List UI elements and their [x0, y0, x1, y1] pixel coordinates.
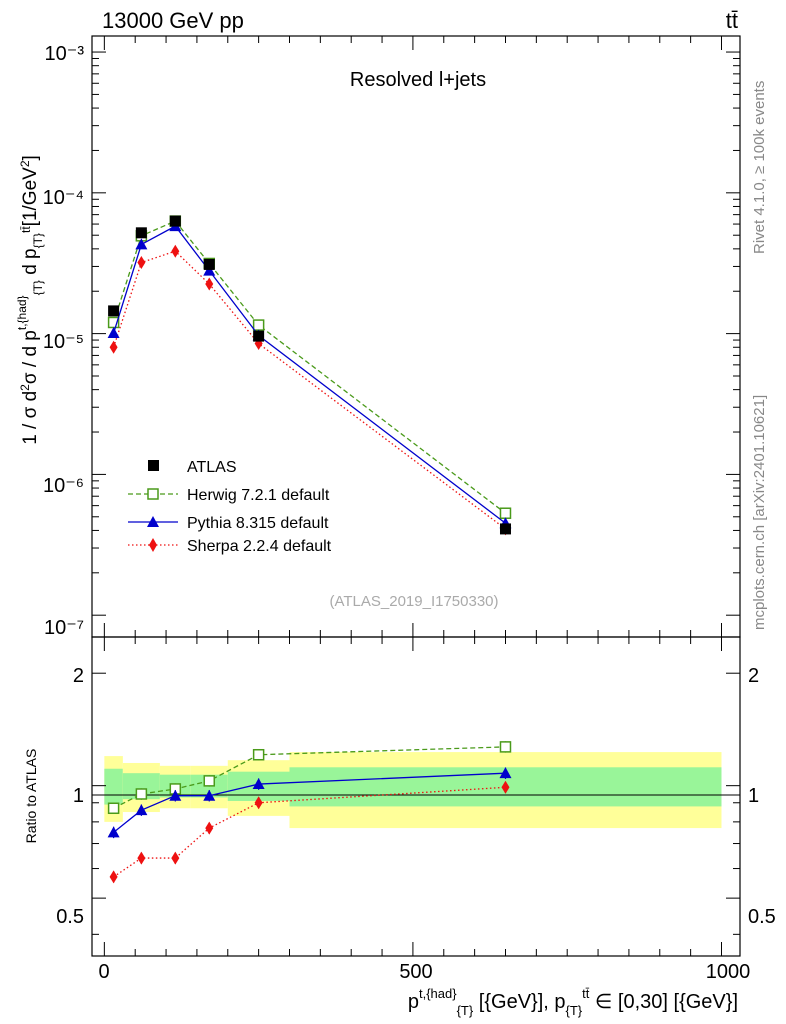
main-ytick-1e-4: 10⁻⁴	[43, 187, 84, 209]
main-point-atlas	[108, 305, 120, 317]
main-ytick-1e-6: 10⁻⁶	[43, 475, 84, 497]
legend-marker-pythia	[147, 516, 159, 527]
main-point-pythia	[135, 238, 148, 250]
legend-label-pythia: Pythia 8.315 default	[187, 515, 329, 532]
ratio-point-herwig	[135, 788, 148, 800]
ratio-point-pythia	[203, 789, 216, 801]
ratio-point-herwig	[252, 748, 265, 761]
xtick-500: 500	[399, 961, 432, 983]
main-ylabel: 1 / σ d2σ / d pt,{had}{T} d p{T}tt̄[1/Ge…	[15, 155, 45, 445]
main-series	[107, 215, 512, 536]
ratio-ytick-1-right: 1	[748, 785, 759, 807]
ratio-line-sherpa	[113, 786, 506, 878]
plot-title: Resolved l+jets	[350, 69, 486, 91]
main-ytick-1e-3: 10⁻³	[45, 43, 85, 65]
main-point-atlas	[169, 215, 181, 227]
ratio-point-pythia	[169, 789, 182, 801]
legend-marker-atlas	[148, 460, 159, 471]
main-point-sherpa	[137, 255, 146, 269]
ratio-ticks	[92, 637, 740, 956]
main-point-herwig	[252, 319, 265, 331]
ratio-ytick-05-left: 0.5	[56, 906, 84, 928]
ratio-band-stat	[104, 768, 123, 805]
ratio-ytick-05-right: 0.5	[748, 906, 776, 928]
xtick-0: 0	[98, 961, 109, 983]
ratio-point-herwig	[203, 775, 216, 787]
legend: ATLAS Herwig 7.2.1 default Pythia 8.315 …	[128, 459, 332, 555]
legend-label-sherpa: Sherpa 2.2.4 default	[187, 538, 332, 555]
main-line-pythia	[112, 225, 506, 524]
main-point-sherpa	[205, 277, 214, 291]
ratio-point-pythia	[107, 826, 120, 838]
main-point-atlas	[135, 227, 147, 239]
ratio-bands	[104, 752, 722, 829]
ratio-point-sherpa	[109, 870, 118, 884]
main-ytick-1e-5: 10⁻⁵	[43, 331, 84, 353]
ratio-panel: 2 1 0.5 2 1 0.5 Ratio to ATLAS 0 500 100…	[23, 636, 776, 983]
main-point-pythia	[107, 327, 120, 339]
main-point-pythia	[203, 264, 216, 276]
main-line-sherpa	[112, 250, 506, 530]
ratio-ylabel: Ratio to ATLAS	[23, 749, 39, 844]
ratio-point-sherpa	[171, 851, 180, 865]
ratio-point-pythia	[252, 778, 265, 790]
legend-label-atlas: ATLAS	[187, 459, 237, 476]
ratio-point-sherpa	[254, 796, 263, 810]
main-point-atlas	[253, 330, 265, 342]
watermark: (ATLAS_2019_I1750330)	[329, 593, 498, 610]
legend-marker-sherpa	[149, 538, 157, 552]
main-point-herwig	[499, 507, 512, 519]
main-ytick-1e-7: 10⁻⁷	[44, 617, 84, 639]
ratio-point-sherpa	[205, 821, 214, 835]
ratio-point-herwig	[499, 741, 512, 753]
main-point-atlas	[499, 523, 511, 535]
ratio-ytick-2-left: 2	[73, 665, 84, 687]
main-point-sherpa	[171, 244, 180, 258]
ratio-series	[107, 741, 512, 884]
main-ticks	[92, 36, 740, 637]
mcplots-label: mcplots.cern.ch [arXiv:2401.10621]	[751, 395, 768, 630]
main-ytick-labels: 10⁻³ 10⁻⁴ 10⁻⁵ 10⁻⁶ 10⁻⁷	[43, 43, 85, 639]
ratio-frame	[91, 636, 741, 957]
ratio-point-herwig	[107, 802, 120, 815]
ratio-point-sherpa	[501, 780, 510, 794]
process-label: tt̄	[726, 8, 738, 33]
x-axis-label: pt,{had}{T} [{GeV}], p{T}tt̄ ∈ [0,30] [{…	[408, 986, 738, 1018]
rivet-label: Rivet 4.1.0, ≥ 100k events	[751, 81, 768, 254]
ratio-point-pythia	[499, 767, 512, 779]
main-panel: 10⁻³ 10⁻⁴ 10⁻⁵ 10⁻⁶ 10⁻⁷ Resolved l+jets…	[43, 35, 741, 639]
main-point-atlas	[203, 258, 215, 270]
ratio-point-pythia	[135, 804, 148, 816]
ratio-ytick-1-left: 1	[73, 785, 84, 807]
ratio-point-sherpa	[137, 851, 146, 865]
legend-marker-herwig	[147, 488, 159, 500]
ratio-ytick-2-right: 2	[748, 665, 759, 687]
main-line-herwig	[112, 220, 506, 514]
energy-label: 13000 GeV pp	[102, 8, 244, 33]
main-point-sherpa	[109, 340, 118, 354]
legend-label-herwig: Herwig 7.2.1 default	[187, 487, 330, 504]
xtick-1000: 1000	[706, 961, 751, 983]
